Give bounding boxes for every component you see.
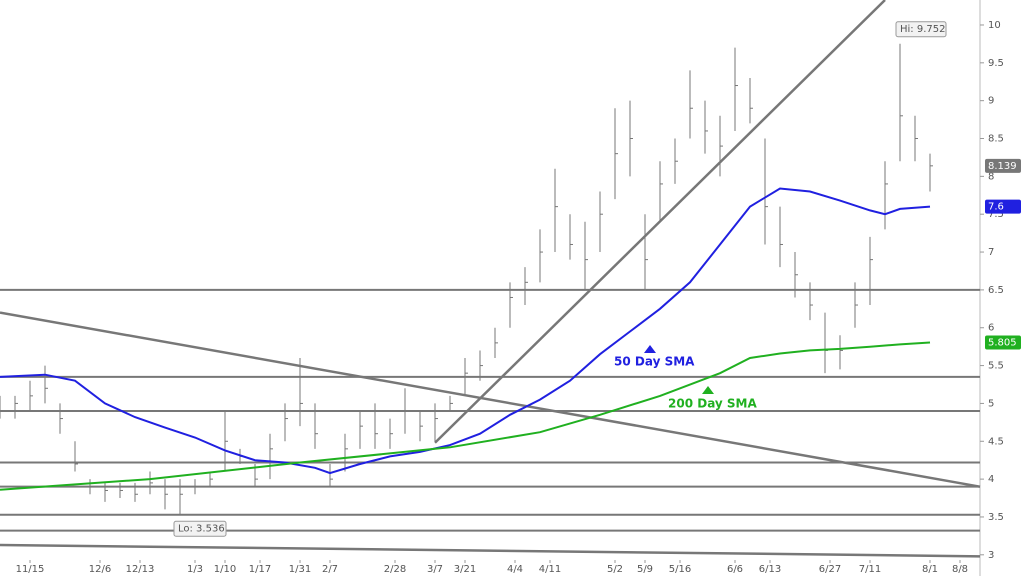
x-tick-label: 2/28 [384,564,406,575]
x-tick-label: 1/3 [187,564,203,575]
x-tick-label: 4/11 [539,564,561,575]
y-tick-label: 6.5 [988,285,1004,296]
sma-line [0,341,931,491]
y-tick-label: 5.5 [988,361,1004,372]
x-tick-label: 1/10 [214,564,236,575]
value-badge [985,335,1021,350]
x-tick-label: 3/21 [454,564,476,575]
y-tick-label: 4 [988,474,994,485]
price-badge [985,158,1021,173]
y-tick-label: 9.5 [988,58,1004,69]
x-tick-label: 3/7 [427,564,443,575]
x-tick-label: 6/6 [727,564,743,575]
hi-label: Hi: 9.752 [900,24,945,35]
y-tick-label: 8.5 [988,134,1004,145]
x-tick-label: 12/13 [126,564,155,575]
sma200-label: 200 Day SMA [668,397,758,411]
value-badge-label: 7.6 [988,202,1004,213]
x-tick-label: 1/17 [249,564,271,575]
x-tick-label: 12/6 [89,564,111,575]
value-badge [985,199,1021,214]
x-tick-label: 4/4 [507,564,523,575]
y-tick-label: 3.5 [988,512,1004,523]
value-badge-label: 5.805 [988,337,1017,348]
sma50-label: 50 Day SMA [614,355,695,369]
x-tick-label: 5/2 [607,564,623,575]
y-tick-label: 7.5 [988,209,1004,220]
y-tick-label: 3 [988,550,994,561]
x-tick-label: 11/15 [16,564,45,575]
y-tick-label: 9 [988,96,994,107]
y-tick-label: 6 [988,323,994,334]
y-tick-label: 10 [988,20,1001,31]
x-tick-label: 7/11 [859,564,881,575]
x-tick-label: 8/1 [922,564,938,575]
x-tick-label: 5/9 [637,564,653,575]
x-tick-label: 5/16 [669,564,691,575]
x-tick-label: 1/31 [289,564,311,575]
x-tick-label: 2/7 [322,564,338,575]
lo-label: Lo: 3.536 [178,524,225,535]
x-tick-label: 8/8 [952,564,968,575]
sma-line [0,187,931,475]
trend-line [0,543,981,558]
x-tick-label: 6/13 [759,564,781,575]
x-tick-label: 6/27 [819,564,841,575]
labels: 3 3.5 4 4.5 5 5.5 6 6.5 7 7.5 8 8.5 9 9.5 10 11/15 12/6 1… [16,20,1021,575]
trend-line [0,311,981,488]
y-tick-label: 4.5 [988,436,1004,447]
lines [0,187,931,491]
hi-box [895,21,947,38]
lo-box [173,520,227,537]
y-tick-label: 7 [988,247,994,258]
y-tick-label: 8 [988,171,994,182]
sma200-marker [702,386,714,394]
y-tick-label: 5 [988,398,994,409]
price-bars [0,43,933,515]
sma50-marker [644,345,656,353]
price-badge-label: 8.139 [988,161,1017,172]
